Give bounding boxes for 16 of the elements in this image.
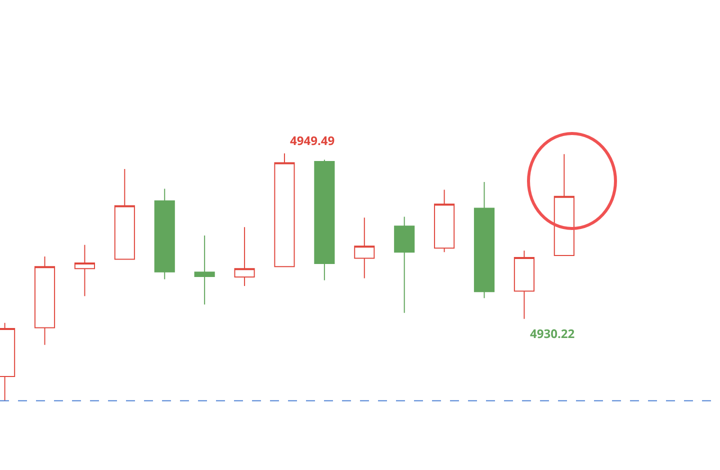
annotation: 4930.22 bbox=[530, 325, 575, 342]
candlestick bbox=[154, 188, 175, 280]
candlestick bbox=[554, 154, 574, 256]
candlestick bbox=[114, 168, 135, 260]
candlestick bbox=[194, 234, 215, 306]
candlestick bbox=[34, 256, 56, 346]
candlestick bbox=[434, 189, 455, 253]
text: 4949.49 bbox=[290, 132, 335, 149]
candlestick bbox=[274, 152, 295, 268]
candlestick bbox=[314, 159, 335, 281]
candlestick bbox=[234, 226, 255, 286]
candlestick bbox=[514, 250, 535, 320]
candlestick bbox=[74, 244, 95, 297]
candlestick bbox=[354, 217, 375, 279]
candlestick bbox=[474, 182, 495, 299]
candlestick bbox=[394, 216, 415, 314]
